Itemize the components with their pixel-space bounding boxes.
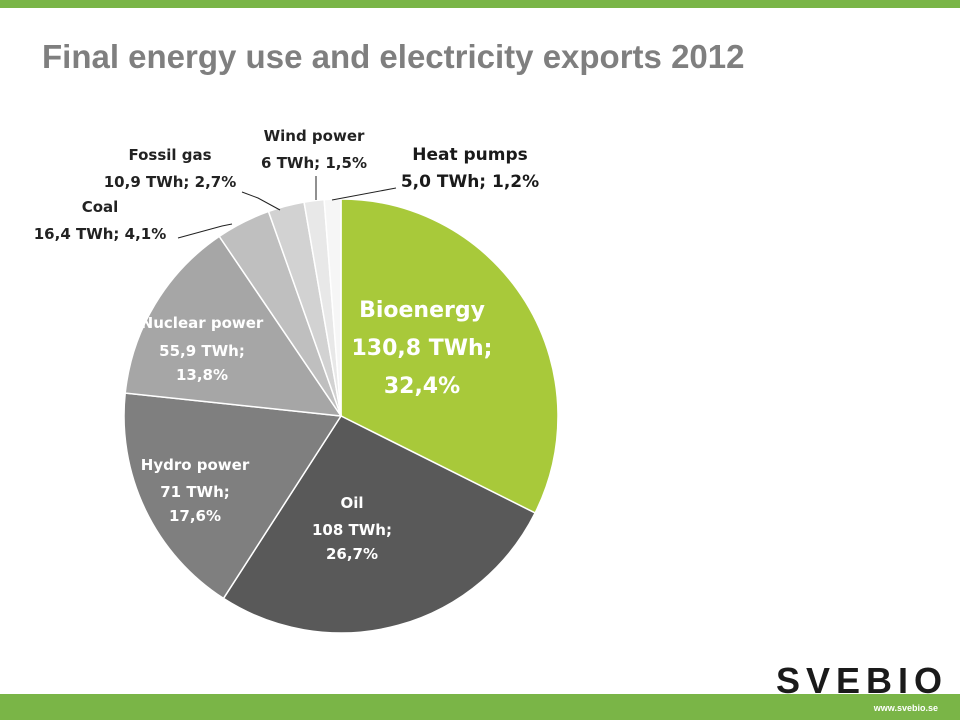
slice-name: Coal [81, 198, 119, 216]
slice-name: Hydro power [140, 456, 250, 474]
leader-line [177, 223, 233, 239]
bottom-bar [0, 694, 960, 720]
leader-line [241, 191, 281, 211]
value-label: 5,0 TWh; 1,2% [400, 172, 540, 192]
chart-title: Final energy use and electricity exports… [42, 38, 745, 75]
value-label: 16,4 TWh; 4,1% [33, 225, 167, 243]
slice-name: Bioenergy [359, 298, 485, 323]
value-label: 71 TWh; 17,6% [160, 483, 230, 525]
slice-name: Heat pumps [412, 145, 528, 165]
value-label: 130,8 TWh; 32,4% [351, 336, 493, 399]
pie-slice [323, 198, 342, 417]
logo: SVEBIO [776, 660, 949, 701]
value-label: 6 TWh; 1,5% [261, 154, 367, 172]
value-label: 55,9 TWh; 13,8% [159, 342, 245, 384]
value-label: 108 TWh; 26,7% [312, 521, 392, 563]
slice-name: Fossil gas [128, 146, 212, 164]
top-bar [0, 0, 960, 8]
value-label: 10,9 TWh; 2,7% [103, 173, 237, 191]
pie-slice [340, 198, 559, 515]
slice-name: Wind power [263, 127, 365, 145]
pie-slice [123, 392, 343, 600]
pie-slice [222, 415, 537, 634]
pie-slice [124, 235, 343, 417]
slice-name: Nuclear power [140, 314, 264, 332]
slice-name: Oil [340, 494, 364, 512]
footer-url: www.svebio.se [873, 703, 938, 713]
leader-line [331, 187, 397, 201]
